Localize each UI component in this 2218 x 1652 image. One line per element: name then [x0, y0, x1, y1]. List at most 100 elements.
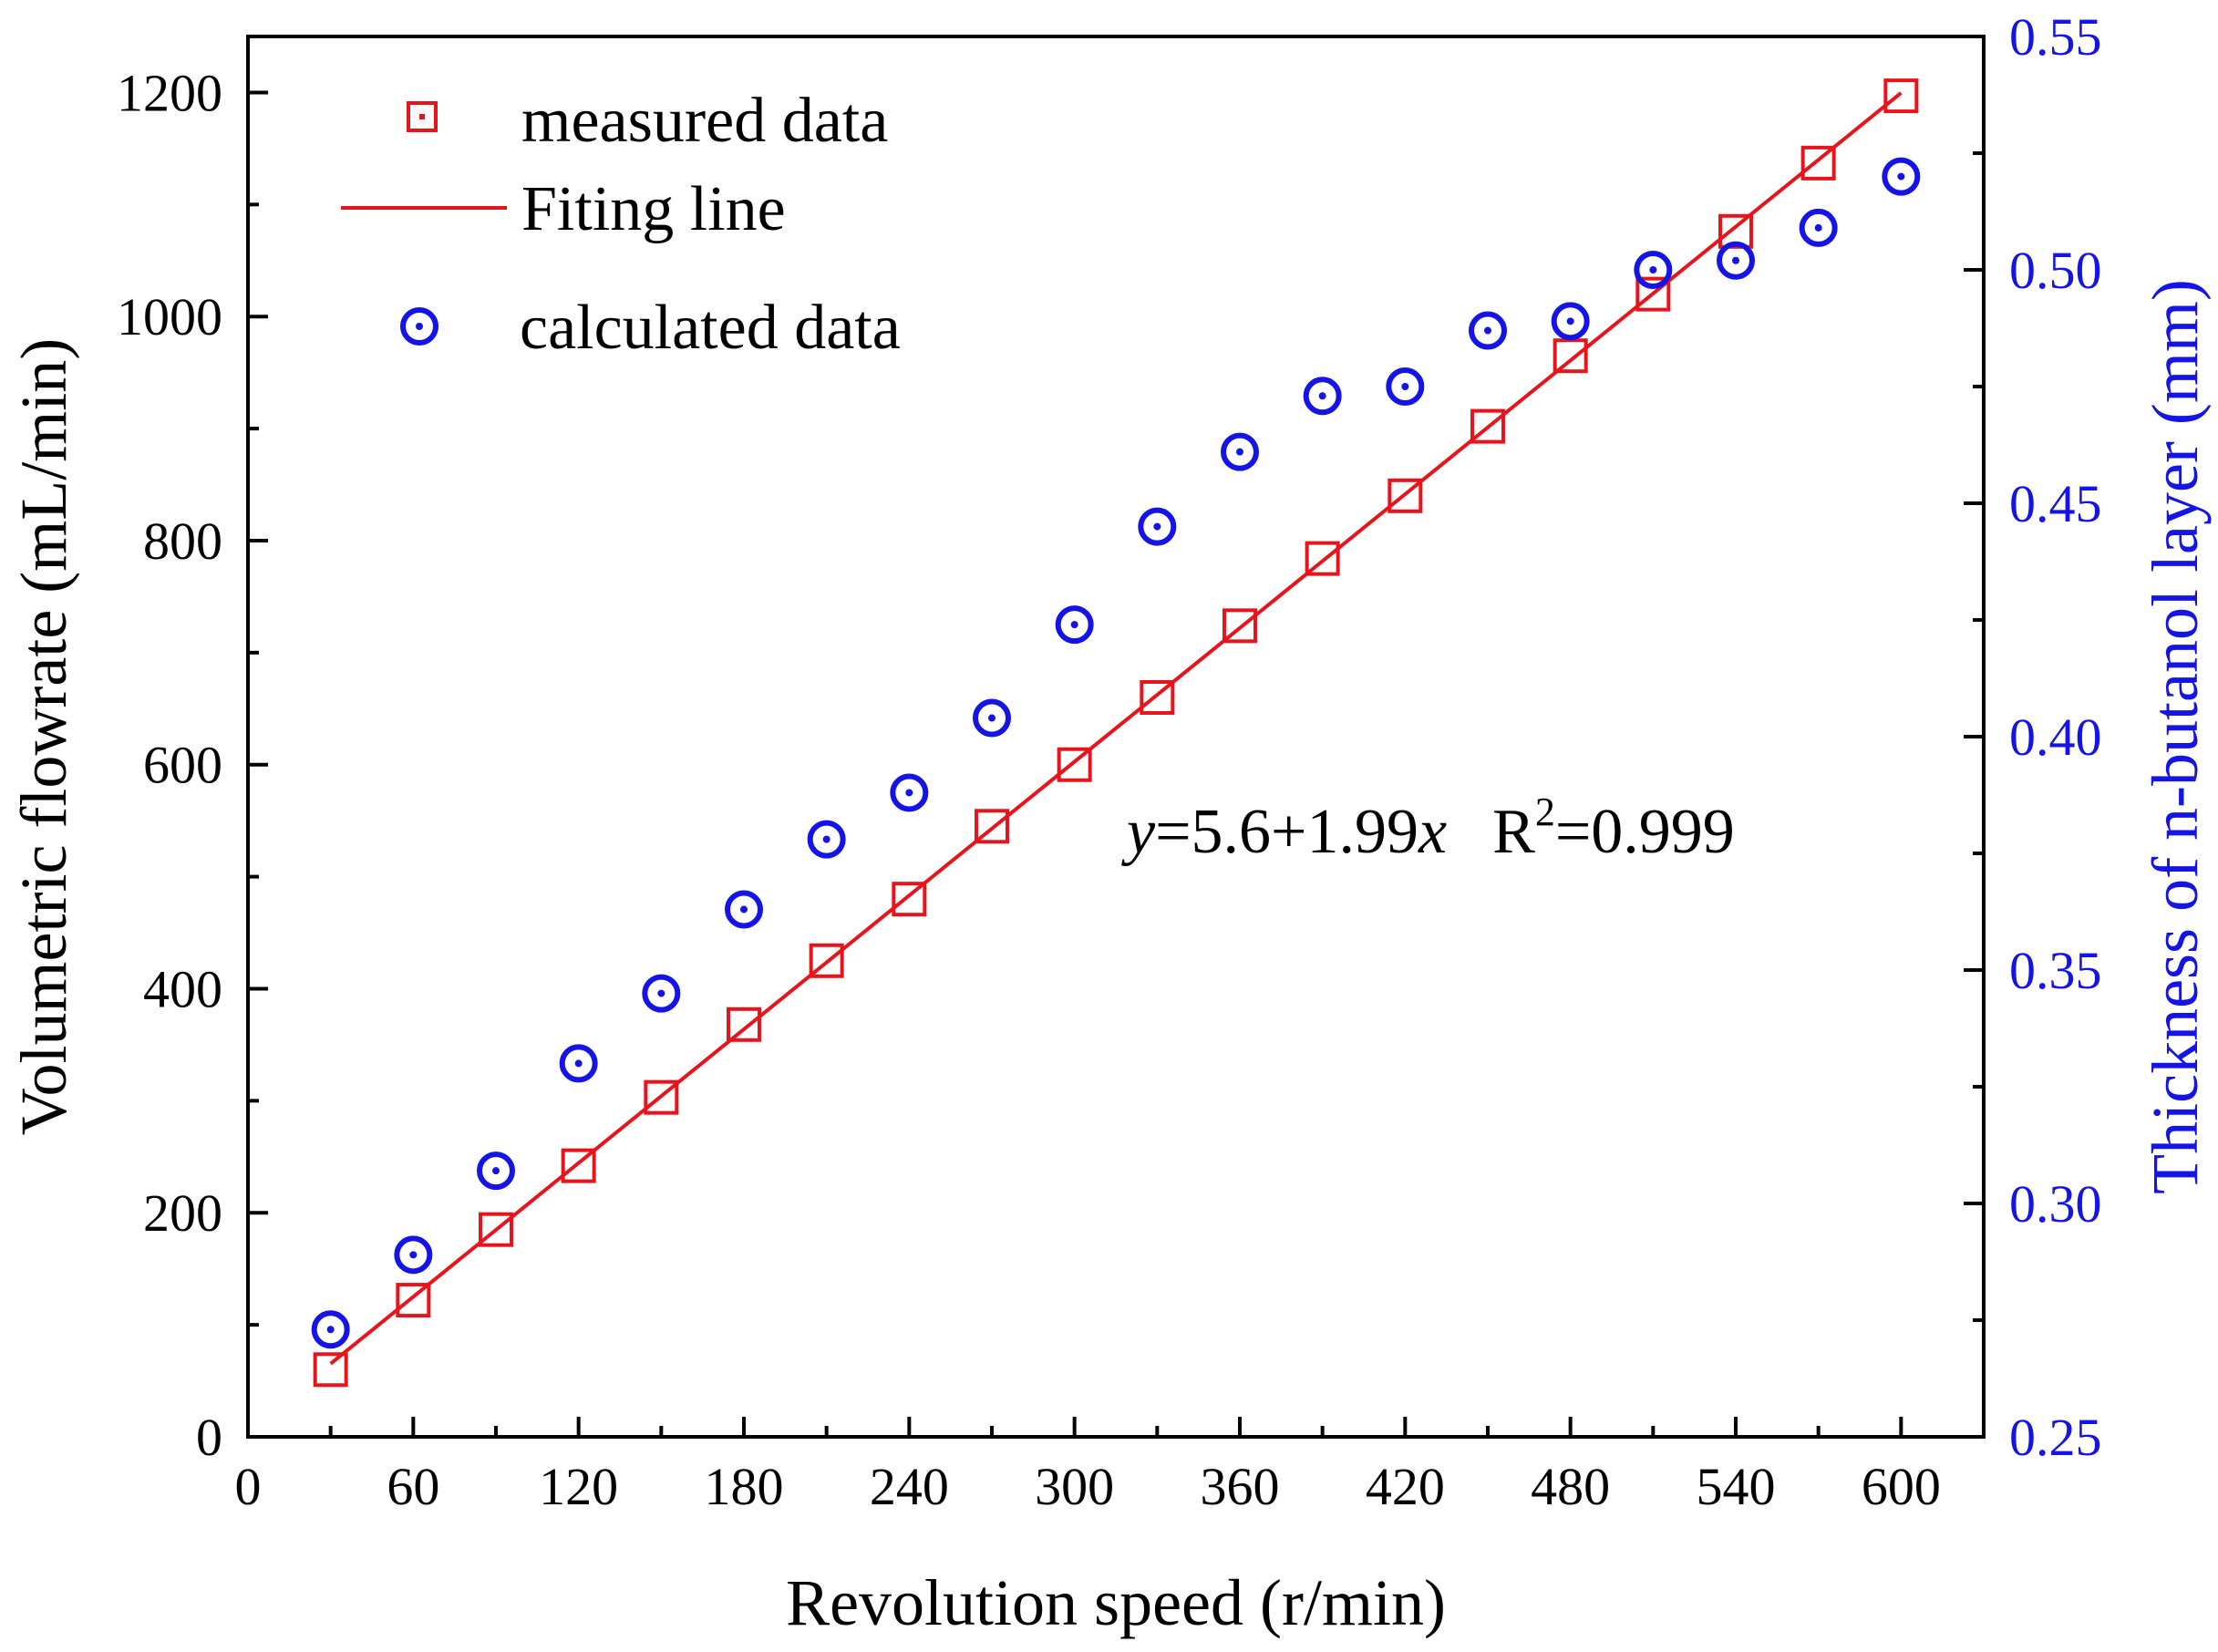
- calculated-point-dot: [1484, 326, 1491, 335]
- measured-point: [1553, 338, 1588, 374]
- legend-measured-marker: [407, 101, 438, 132]
- x-tick-label: 360: [1201, 1457, 1280, 1516]
- calculated-point-ring: [1138, 507, 1177, 546]
- calculated-point: [477, 1151, 515, 1191]
- calculated-point-ring: [1386, 367, 1425, 406]
- measured-point-square: [727, 1007, 761, 1042]
- measured-point: [1470, 408, 1505, 444]
- calculated-point: [394, 1235, 433, 1275]
- calculated-point-dot: [1318, 392, 1326, 400]
- measured-point-square: [561, 1148, 596, 1183]
- calculated-point: [642, 974, 681, 1013]
- x-axis-ticks: 0 60 120 180 240 300 360 420 480 540 600: [235, 1417, 1941, 1516]
- measured-point: [1222, 608, 1257, 644]
- calculated-point-dot: [657, 989, 665, 997]
- calculated-point-ring: [890, 773, 929, 812]
- measured-point-square: [1635, 276, 1671, 312]
- calculated-point: [1221, 432, 1259, 471]
- calculated-point: [1717, 241, 1755, 280]
- right-y-axis-title: Thickness of n-butanol layer (mm): [2139, 279, 2212, 1194]
- legend-fit-line-label: Fiting line: [521, 174, 786, 244]
- calculated-point-ring: [1551, 302, 1590, 341]
- measured-point-square: [313, 1352, 348, 1388]
- fit-equation-annotation: y=5.6+1.99x R2=0.999: [1121, 790, 1735, 867]
- calculated-point-dot: [1649, 266, 1657, 274]
- measured-point-square: [1470, 408, 1505, 444]
- calculated-point-dot: [1566, 317, 1574, 325]
- calculated-point: [1303, 377, 1342, 416]
- y-right-tick-label: 0.30: [2009, 1174, 2102, 1234]
- calculated-point: [890, 773, 929, 812]
- calculated-point-dot: [1236, 448, 1243, 456]
- measured-point: [561, 1148, 596, 1183]
- measured-point-square: [975, 809, 1009, 844]
- measured-point-square: [1222, 608, 1257, 644]
- legend-calculated-marker: [400, 307, 438, 346]
- measured-point: [1140, 679, 1175, 715]
- y-right-tick-label: 0.25: [2009, 1408, 2102, 1467]
- calculated-point: [1882, 157, 1921, 196]
- calculated-point: [973, 698, 1011, 738]
- calculated-point: [1469, 311, 1507, 350]
- y-right-tick-label: 0.50: [2009, 241, 2102, 300]
- x-tick-label: 0: [235, 1457, 262, 1516]
- calculated-point-ring: [559, 1044, 598, 1083]
- calculated-point-dot: [1732, 256, 1739, 264]
- calculated-point-ring: [973, 698, 1011, 738]
- legend-calculated-label: calculated data: [520, 293, 901, 363]
- calculated-point-dot: [1897, 172, 1905, 181]
- calculated-point: [807, 820, 846, 859]
- y-left-tick-label: 1200: [117, 63, 222, 122]
- measured-point-square: [1718, 213, 1753, 249]
- measured-point: [1388, 478, 1423, 513]
- calculated-point-ring: [1221, 432, 1259, 471]
- calculated-point-ring: [477, 1151, 515, 1191]
- calculated-point-ring: [394, 1235, 433, 1275]
- calculated-point-ring: [807, 820, 846, 859]
- calculated-point: [1551, 302, 1590, 341]
- calculated-point: [311, 1310, 350, 1349]
- x-tick-label: 600: [1862, 1457, 1941, 1516]
- measured-point: [1800, 145, 1836, 181]
- measured-point-square: [892, 882, 927, 917]
- calculated-point-dot: [326, 1326, 335, 1334]
- measured-point: [1305, 541, 1340, 576]
- measured-point: [644, 1079, 679, 1115]
- calculated-point-ring: [725, 890, 763, 929]
- calculated-point: [1634, 251, 1673, 289]
- measured-point: [1718, 213, 1753, 249]
- calculated-point-ring: [1303, 377, 1342, 416]
- measured-point-square: [396, 1283, 431, 1318]
- legend: measured data Fiting line calculated dat…: [341, 86, 901, 363]
- y-left-tick-label: 1000: [117, 287, 222, 346]
- calculated-point-ring: [1469, 311, 1507, 350]
- calculated-point: [1386, 367, 1425, 406]
- calculated-point-ring: [642, 974, 681, 1013]
- left-y-axis-ticks: 0 200 400 600 800 1000 1200: [117, 63, 268, 1467]
- left-y-axis-title: Volumetric flowrate (mL/min): [7, 338, 80, 1135]
- calculated-point-dot: [1153, 522, 1161, 531]
- calculated-point: [559, 1044, 598, 1083]
- x-tick-label: 420: [1366, 1457, 1445, 1516]
- measured-point: [892, 882, 927, 917]
- y-left-tick-label: 800: [143, 511, 222, 571]
- calculated-point-dot: [905, 789, 913, 797]
- calculated-point-ring: [1634, 251, 1673, 289]
- measured-point: [1883, 78, 1919, 114]
- measured-point: [975, 809, 1009, 844]
- measured-point-square: [1057, 747, 1092, 782]
- calculated-series: [311, 157, 1921, 1349]
- y-right-tick-label: 0.55: [2009, 7, 2102, 67]
- measured-point-square: [1388, 478, 1423, 513]
- calculated-point-dot: [492, 1167, 500, 1175]
- calculated-point-ring: [1799, 208, 1838, 247]
- calculated-point: [1799, 208, 1838, 247]
- y-right-tick-label: 0.35: [2009, 941, 2102, 1000]
- y-left-tick-label: 600: [143, 736, 222, 795]
- measured-point-square: [1883, 78, 1919, 114]
- calculated-point-dot: [988, 714, 996, 722]
- calculated-point-dot: [822, 835, 830, 843]
- x-tick-label: 300: [1035, 1457, 1114, 1516]
- measured-point: [479, 1212, 513, 1247]
